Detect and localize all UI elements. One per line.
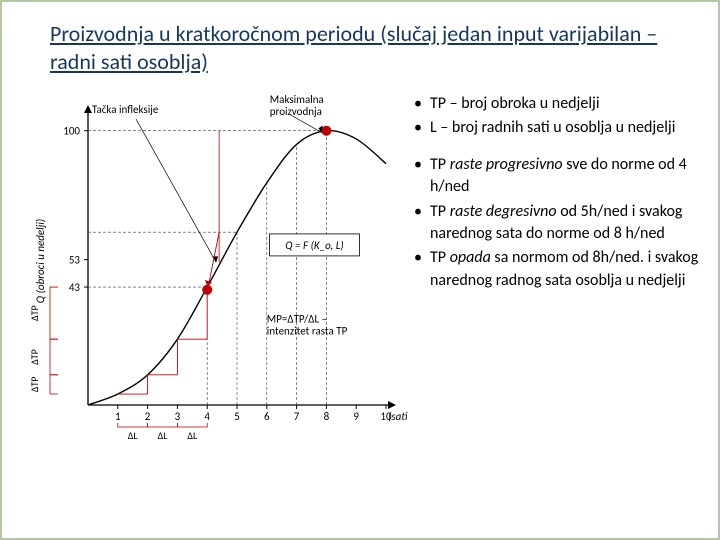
svg-text:intenzitet rasta TP: intenzitet rasta TP: [267, 325, 348, 338]
svg-text:8: 8: [324, 410, 330, 423]
bottom-bullet-2: TP opada sa normom od 8h/ned. i svakog n…: [412, 247, 706, 292]
svg-text:4: 4: [204, 410, 210, 423]
svg-text:5: 5: [234, 410, 240, 423]
svg-text:ΔL: ΔL: [158, 429, 169, 442]
svg-text:100: 100: [63, 125, 80, 138]
svg-text:43: 43: [69, 281, 81, 294]
top-bullets: TP – broj obroka u nedjeljiL – broj radn…: [412, 93, 706, 140]
svg-text:3: 3: [175, 410, 181, 423]
svg-text:proizvodnja: proizvodnja: [270, 105, 322, 118]
svg-text:ΔTP: ΔTP: [28, 349, 41, 365]
production-chart: 123456789104353100(sati osoblja u nedelj…: [26, 83, 410, 463]
bottom-bullet-1: TP raste degresivno od 5h/ned i svakog n…: [412, 201, 706, 246]
svg-text:(sati osoblja u nedelji): (sati osoblja u nedelji): [388, 410, 410, 423]
svg-text:ΔL: ΔL: [187, 429, 198, 442]
svg-text:Q (obroci u nedelji): Q (obroci u nedelji): [34, 219, 47, 303]
svg-text:Tačka infleksije: Tačka infleksije: [92, 103, 159, 116]
svg-text:ΔTP: ΔTP: [28, 305, 41, 321]
svg-text:7: 7: [294, 410, 300, 423]
bottom-bullets: TP raste progresivno sve do norme od 4 h…: [412, 154, 706, 292]
svg-text:ΔTP: ΔTP: [28, 377, 41, 393]
svg-text:6: 6: [264, 410, 270, 423]
chart-column: 123456789104353100(sati osoblja u nedelj…: [2, 83, 410, 463]
top-bullet-0: TP – broj obroka u nedjelji: [412, 93, 706, 115]
svg-text:ΔL: ΔL: [128, 429, 139, 442]
top-bullet-1: L – broj radnih sati u osoblja u nedjelj…: [412, 117, 706, 139]
text-column: TP – broj obroka u nedjeljiL – broj radn…: [410, 83, 706, 463]
svg-text:9: 9: [353, 410, 359, 423]
svg-text:53: 53: [69, 254, 81, 267]
chart-wrap: 123456789104353100(sati osoblja u nedelj…: [26, 83, 410, 463]
svg-text:1: 1: [115, 410, 121, 423]
slide-title: Proizvodnja u kratkoročnom periodu (sluč…: [2, 2, 718, 83]
svg-text:Q = F (K_o, L): Q = F (K_o, L): [285, 239, 343, 252]
bottom-bullet-0: TP raste progresivno sve do norme od 4 h…: [412, 154, 706, 199]
content-row: 123456789104353100(sati osoblja u nedelj…: [2, 83, 718, 463]
svg-text:2: 2: [145, 410, 151, 423]
